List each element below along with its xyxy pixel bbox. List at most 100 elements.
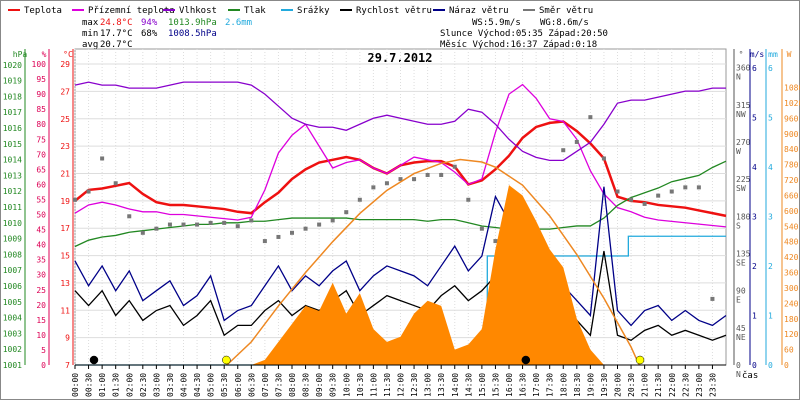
axis-tick-hpa: 1007 [3,266,22,275]
x-tick-label: 06:30 [247,373,256,397]
x-tick-label: 00:30 [85,373,94,397]
wind-direction-point [683,185,688,190]
wind-direction-point [303,226,308,231]
x-tick-label: 14:30 [464,373,473,397]
axis-tick-pct: 30 [36,271,46,280]
axis-tick-mm: 4 [768,163,773,172]
x-tick-label: 07:00 [261,373,270,397]
x-tick-label: 20:30 [627,373,636,397]
stat-moon: Měsíc Východ:16:37 Západ:0:18 [440,40,597,50]
wind-direction-point [425,172,430,177]
axis-dir-name: SE [736,258,746,267]
x-tick-label: 09:30 [329,373,338,397]
wind-direction-point [100,156,105,161]
axis-dir-name: N [736,370,741,379]
legend-label-0: Teplota [24,6,62,16]
axis-tick-ms: 1 [752,311,757,320]
axis-tick-pct: 80 [36,120,46,129]
axis-title-mm: mm [768,50,778,59]
axis-title-hpa: hPa [13,50,28,59]
axis-tick-pct: 5 [41,346,46,355]
wind-direction-point [398,177,403,182]
axis-tick-pct: 75 [36,135,46,144]
wind-direction-point [412,177,417,182]
x-tick-label: 22:30 [681,373,690,397]
wind-direction-point [249,218,254,223]
stat-max-press: 1013.9hPa [168,18,217,28]
axis-tick-ms: 3 [752,212,757,221]
wind-direction-point [344,210,349,215]
axis-tick-dir: 270 [736,138,751,147]
wind-direction-point [181,222,186,227]
axis-tick-temp: 19 [60,197,70,206]
axis-tick-pct: 95 [36,75,46,84]
axis-tick-hpa: 1004 [3,314,22,323]
series [73,81,727,366]
axis-tick-pct: 15 [36,316,46,325]
axis-tick-pct: 60 [36,180,46,189]
stat-wg: WG:8.6m/s [540,18,589,28]
wind-direction-point [466,197,471,202]
axis-tick-pct: 65 [36,165,46,174]
wind-direction-point [601,156,606,161]
x-tick-label: 23:00 [695,373,704,397]
stat-sun: Slunce Východ:05:35 Západ:20:50 [440,29,608,39]
x-tick-label: 05:00 [207,373,216,397]
x-tick-label: 13:00 [424,373,433,397]
axis-tick-hpa: 1003 [3,329,22,338]
stat-max-rain: 2.6mm [225,18,252,28]
x-axis-label: čas [742,370,758,381]
wind-direction-point [235,224,240,229]
axis-tick-mm: 6 [768,64,773,73]
wind-direction-point [208,220,213,225]
x-tick-label: 11:00 [369,373,378,397]
axis-tick-hpa: 1011 [3,203,22,212]
axis-tick-mm: 3 [768,212,773,221]
axis-tick-temp: 7 [65,361,70,370]
axis-tick-hpa: 1009 [3,235,22,244]
axis-tick-temp: 27 [60,87,70,96]
x-tick-label: 15:30 [491,373,500,397]
axis-tick-pct: 0 [41,361,46,370]
axis-tick-hpa: 1010 [3,219,22,228]
wind-direction-point [669,189,674,194]
axis-tick-dir: 90 [736,287,746,296]
axis-tick-mm: 5 [768,113,773,122]
axis-tick-wm2: 0 [784,361,789,370]
axis-dir-name: NE [736,333,746,342]
axis-tick-temp: 13 [60,279,70,288]
wind-direction-point [154,226,159,231]
x-tick-label: 04:30 [193,373,202,397]
x-tick-label: 18:30 [573,373,582,397]
stats-panel: max 24.8°C 94% 1013.9hPa 2.6mm min 17.7°… [82,18,608,50]
axis-tick-pct: 20 [36,301,46,310]
x-tick-label: 12:30 [410,373,419,397]
axis-tick-wm2: 120 [784,330,799,339]
x-tick-label: 22:00 [668,373,677,397]
wind-direction-point [493,239,498,244]
axis-tick-hpa: 1016 [3,124,22,133]
wind-direction-point [710,296,715,301]
axis-tick-wm2: 180 [784,315,799,324]
axis-tick-ms: 6 [752,64,757,73]
x-tick-label: 10:30 [356,373,365,397]
legend-label-5: Rychlost větru [356,6,432,16]
wind-direction-point [371,185,376,190]
axis-tick-temp: 25 [60,115,70,124]
x-tick-label: 00:00 [71,373,80,397]
stat-min-press: 1008.5hPa [168,29,217,39]
series-line-1 [74,83,727,228]
series-line-5 [74,250,727,341]
axis-tick-wm2: 480 [784,238,799,247]
axis-tick-dir: 225 [736,175,751,184]
wind-direction-point [113,181,118,186]
wind-direction-point [439,172,444,177]
wind-direction-point [127,214,132,219]
axis-tick-hpa: 1014 [3,156,22,165]
axis-tick-pct: 70 [36,150,46,159]
wind-direction-point [330,218,335,223]
axis-tick-temp: 29 [60,60,70,69]
wind-direction-point [290,230,294,235]
